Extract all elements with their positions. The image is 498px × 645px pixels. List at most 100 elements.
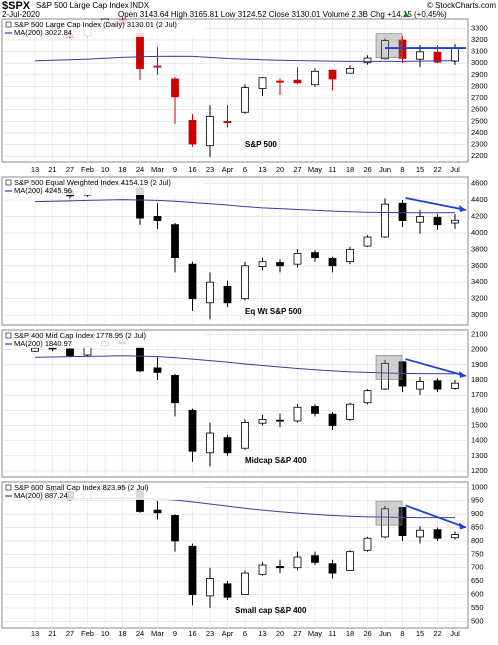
candle-body xyxy=(258,419,267,424)
candle-body xyxy=(258,261,267,268)
candle-body xyxy=(276,565,284,569)
legend-box xyxy=(3,483,203,500)
candle-body xyxy=(433,51,442,63)
candle-body xyxy=(276,80,284,83)
candle-body xyxy=(223,121,232,123)
candle-body xyxy=(363,236,372,247)
x-tick-label: 18 xyxy=(118,165,126,174)
candle-body xyxy=(241,572,249,595)
x-tick-label: 9 xyxy=(173,165,177,174)
candle-body xyxy=(293,406,302,422)
candle-body xyxy=(363,390,372,404)
index-name: S&P 500 Large Cap Index xyxy=(36,1,129,10)
legend-label: MA(200) 887.24 xyxy=(14,491,68,500)
candle-body xyxy=(258,77,267,89)
candle-body xyxy=(153,216,162,221)
y-tick-label: 2800 xyxy=(471,81,488,90)
x-tick-label: 18 xyxy=(118,629,126,638)
annotation: S&P 500 xyxy=(245,140,277,149)
x-tick-label: 23 xyxy=(206,165,214,174)
y-tick-label: 3200 xyxy=(471,294,488,303)
x-tick-label: Jun xyxy=(379,629,391,638)
candle-body xyxy=(293,79,302,84)
candle-body xyxy=(381,362,389,390)
candle-body xyxy=(276,262,284,267)
y-tick-label: 3000 xyxy=(471,58,488,67)
y-tick-label: 900 xyxy=(471,509,484,518)
x-tick-label: 8 xyxy=(400,165,404,174)
x-tick-label: 15 xyxy=(416,629,424,638)
candle-body xyxy=(206,432,214,454)
x-tick-label: 24 xyxy=(136,165,144,174)
candle-body xyxy=(258,564,267,575)
y-tick-label: 2700 xyxy=(471,93,488,102)
candle-body xyxy=(328,257,337,267)
x-tick-label: 11 xyxy=(329,165,337,174)
candle-body xyxy=(398,39,407,59)
moving-average-line xyxy=(34,355,455,375)
y-tick-label: 1300 xyxy=(471,451,488,460)
highlight-box xyxy=(375,500,403,526)
x-tick-label: 27 xyxy=(293,629,301,638)
candle-body xyxy=(223,583,232,598)
y-tick-label: 2300 xyxy=(471,140,488,149)
x-tick-label: 13 xyxy=(31,629,39,638)
candle-body xyxy=(188,119,197,145)
legend-label: S&P 400 Mid Cap Index 1778.95 (2 Jul) xyxy=(14,331,147,340)
legend-box xyxy=(3,178,203,195)
x-tick-label: 16 xyxy=(188,629,196,638)
exchange: INDX xyxy=(130,1,150,10)
candle-body xyxy=(328,69,337,80)
legend-box xyxy=(3,331,203,348)
quote: Open 3143.64 High 3165.81 Low 3124.52 Cl… xyxy=(118,10,447,19)
annotation: Eq Wt S&P 500 xyxy=(245,307,302,316)
x-tick-label: Apr xyxy=(222,165,234,174)
highlight-box xyxy=(375,33,403,58)
candle-body xyxy=(363,537,372,551)
candle-body xyxy=(31,347,39,352)
candle-body xyxy=(451,219,459,224)
candle-body xyxy=(416,216,424,223)
candle-body xyxy=(241,422,249,449)
x-tick-label: May xyxy=(308,165,322,174)
candle-body xyxy=(381,508,389,538)
y-tick-label: 3400 xyxy=(471,277,488,286)
candle-body xyxy=(293,253,302,265)
candle-body xyxy=(293,556,302,569)
x-tick-label: 27 xyxy=(293,165,301,174)
candle-body xyxy=(346,248,354,263)
highlight-box xyxy=(375,355,403,380)
y-tick-label: 750 xyxy=(471,549,484,558)
candle-body xyxy=(188,409,197,452)
legend-icon xyxy=(5,332,12,339)
y-tick-label: 1800 xyxy=(471,375,488,384)
x-tick-label: Jul xyxy=(450,629,460,638)
x-tick-label: 13 xyxy=(258,165,266,174)
y-tick-label: 550 xyxy=(471,603,484,612)
candle-body xyxy=(171,224,179,258)
x-tick-label: Jul xyxy=(450,165,460,174)
y-tick-label: 950 xyxy=(471,496,484,505)
x-tick-label: Mar xyxy=(151,165,164,174)
candle-body xyxy=(433,216,442,226)
trend-arrow-head xyxy=(459,522,466,530)
x-tick-label: 23 xyxy=(206,629,214,638)
y-tick-label: 3100 xyxy=(471,47,488,56)
y-tick-label: 4200 xyxy=(471,211,488,220)
x-tick-label: 18 xyxy=(346,629,354,638)
x-tick-label: 18 xyxy=(346,165,354,174)
candle-body xyxy=(153,367,162,373)
y-tick-label: 600 xyxy=(471,589,484,598)
moving-average-line xyxy=(34,199,456,214)
x-tick-label: 16 xyxy=(188,165,196,174)
x-tick-label: 10 xyxy=(101,629,109,638)
trend-arrow xyxy=(405,358,467,377)
x-tick-label: 20 xyxy=(276,629,284,638)
candle-body xyxy=(171,515,179,542)
y-tick-label: 1500 xyxy=(471,420,488,429)
candle-body xyxy=(433,529,442,539)
x-tick-label: 27 xyxy=(66,165,74,174)
y-tick-label: 1900 xyxy=(471,360,488,369)
candle-body xyxy=(311,555,319,563)
candle-body xyxy=(433,380,442,390)
